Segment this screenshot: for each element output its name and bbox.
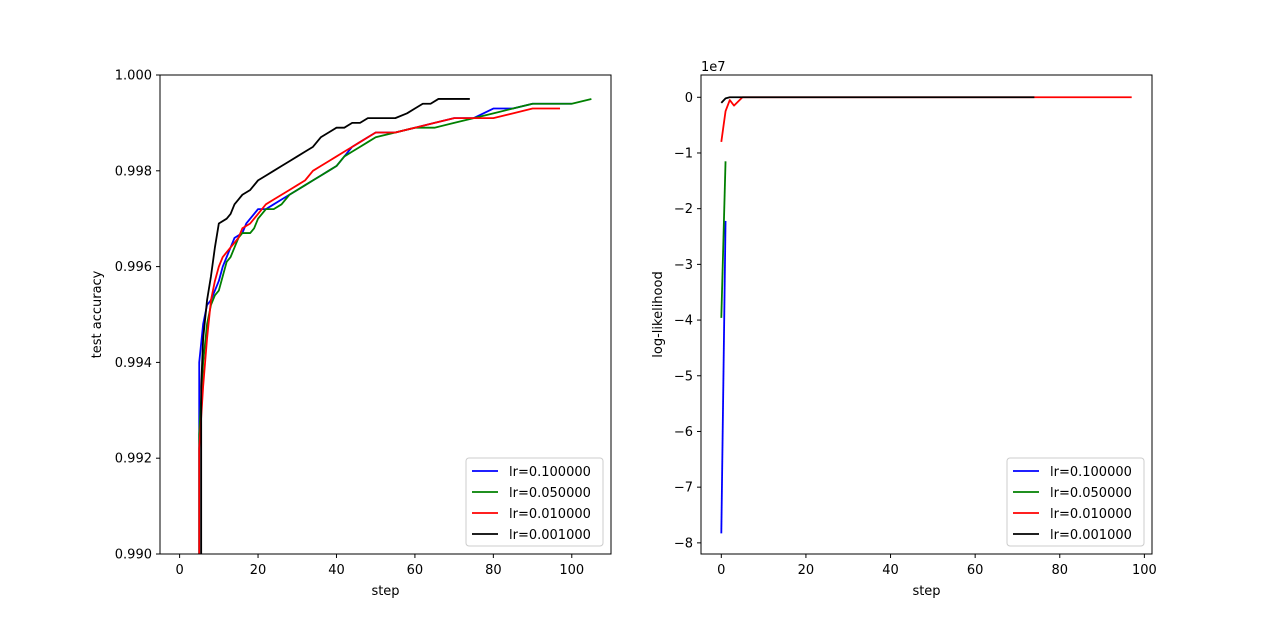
x-tick-label: 0 [175, 563, 183, 578]
y-tick-label: 1.000 [115, 69, 152, 84]
y-tick-label: 0.996 [115, 260, 152, 275]
x-tick-label: 60 [407, 563, 424, 578]
axes-frame [700, 74, 1153, 555]
y-axis-title: log-likelihood [651, 271, 666, 357]
legend-label: lr=0.050000 [1050, 486, 1132, 501]
y-axis-title: test accuracy [90, 270, 105, 358]
x-tick-label: 0 [717, 563, 725, 578]
y-tick-label: −3 [674, 258, 693, 273]
y-tick-label: 0 [685, 91, 693, 106]
y-tick-label: 0.992 [115, 452, 152, 467]
x-tick-label: 80 [485, 563, 502, 578]
series-line-lr=0.050000 [720, 161, 727, 318]
series-group [198, 98, 592, 554]
series-line-lr=0.001000 [720, 96, 1035, 104]
legend-label: lr=0.010000 [1050, 507, 1132, 522]
legend-label: lr=0.010000 [509, 507, 591, 522]
legend-label: lr=0.100000 [509, 465, 591, 480]
y-tick-label: −7 [674, 481, 693, 496]
series-line-lr=0.050000 [198, 98, 592, 554]
y-tick-label: −1 [674, 146, 693, 161]
legend-box [1006, 457, 1145, 547]
axes-frame [159, 74, 612, 555]
x-tick-label: 100 [1132, 563, 1157, 578]
x-tick-label: 40 [882, 563, 899, 578]
x-tick-label: 20 [250, 563, 267, 578]
y-tick-label: −6 [674, 425, 693, 440]
y-tick-label: 0.994 [115, 356, 152, 371]
series-line-lr=0.001000 [200, 98, 470, 554]
legend-label: lr=0.050000 [509, 486, 591, 501]
legend-label: lr=0.001000 [1050, 528, 1132, 543]
legend-label: lr=0.100000 [1050, 465, 1132, 480]
x-axis-title: step [371, 584, 399, 599]
series-group [720, 96, 1132, 534]
y-tick-label: −4 [674, 314, 693, 329]
x-tick-label: 20 [798, 563, 815, 578]
legend: lr=0.100000 lr=0.050000 lr=0.010000 lr=0.00… [1006, 457, 1145, 547]
legend-label: lr=0.001000 [509, 528, 591, 543]
y-tick-label: −8 [674, 536, 693, 551]
x-tick-label: 40 [328, 563, 345, 578]
series-line-lr=0.010000 [198, 107, 561, 554]
y-tick-label: 0.998 [115, 164, 152, 179]
x-tick-label: 80 [1051, 563, 1068, 578]
legend-box [465, 457, 604, 547]
y-tick-label: 0.990 [115, 548, 152, 563]
y-offset-label: 1e7 [701, 60, 726, 75]
log-likelihood-plot: 0 20 40 60 80 100 −8 −7 −6 −5 −4 −3 −2 −1 0 step log-lik… [651, 60, 1157, 599]
series-line-lr=0.100000 [720, 220, 727, 534]
x-axis-title: step [912, 584, 940, 599]
x-tick-label: 100 [559, 563, 584, 578]
accuracy-plot: 0 20 40 60 80 100 0.990 0.992 0.994 0.996 0.998 1.0… [90, 69, 612, 599]
legend: lr=0.100000 lr=0.050000 lr=0.010000 lr=0.00… [465, 457, 604, 547]
x-tick-label: 60 [967, 563, 984, 578]
y-tick-label: −5 [674, 369, 693, 384]
y-tick-label: −2 [674, 202, 693, 217]
